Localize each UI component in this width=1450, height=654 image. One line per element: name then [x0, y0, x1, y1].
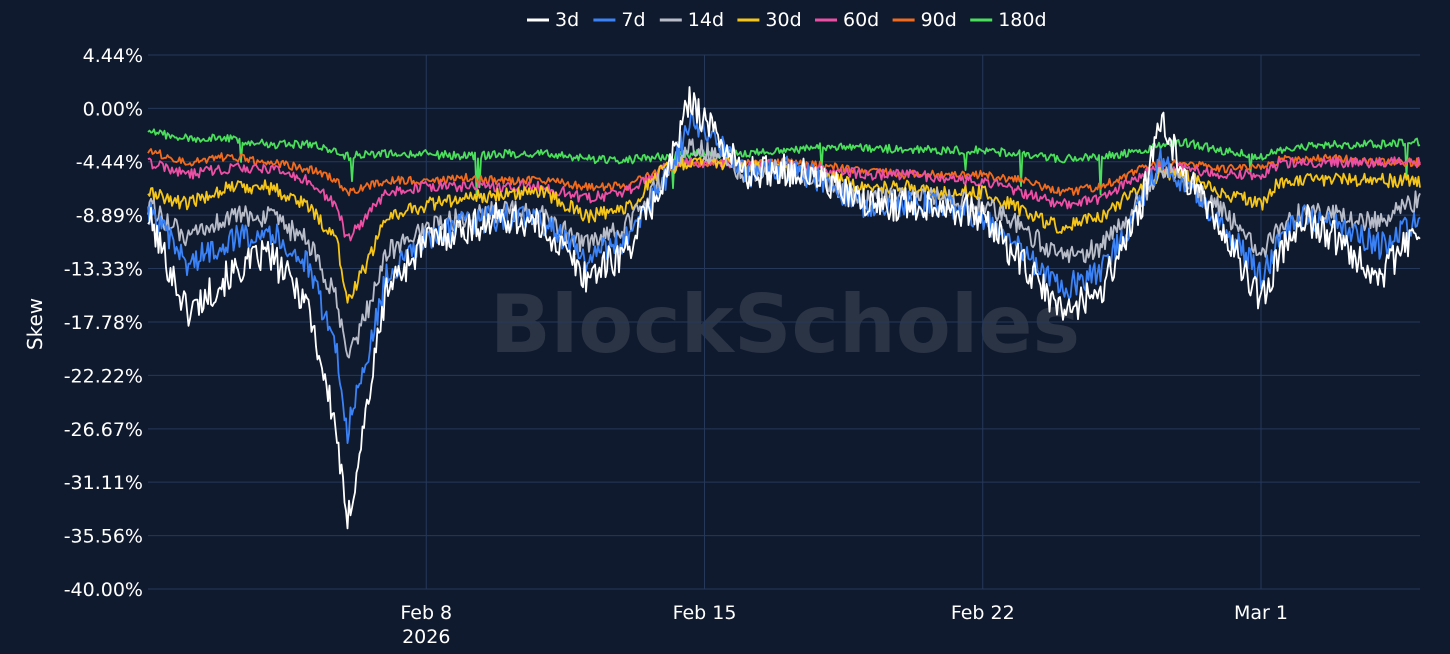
x-tick-label: Feb 8 — [400, 602, 452, 624]
legend-label-180d: 180d — [998, 9, 1046, 31]
y-axis: 4.44% 0.00% -4.44% -8.89% -13.33% -17.78% -22.… — [64, 45, 143, 601]
x-tick-label: Feb 15 — [673, 602, 737, 624]
y-tick-label: 0.00% — [83, 98, 143, 120]
legend-label-3d: 3d — [555, 9, 579, 31]
y-tick-label: -13.33% — [64, 259, 143, 281]
legend-label-14d: 14d — [688, 9, 724, 31]
grid-layer — [148, 54, 1420, 590]
legend-label-7d: 7d — [621, 9, 645, 31]
y-axis-label: Skew — [23, 298, 47, 350]
series-line-3d — [147, 86, 1421, 530]
watermark-text: BlockScholes — [490, 278, 1080, 371]
y-tick-label: -26.67% — [64, 419, 143, 441]
y-tick-label: -40.00% — [64, 579, 143, 601]
legend-label-90d: 90d — [921, 9, 957, 31]
x-tick-label: Feb 22 — [951, 602, 1015, 624]
y-tick-label: -22.22% — [64, 365, 143, 387]
legend-label-60d: 60d — [843, 9, 879, 31]
y-tick-label: -8.89% — [76, 205, 143, 227]
x-tick-label: Mar 1 — [1234, 602, 1288, 624]
series-line-180d — [147, 128, 1421, 196]
legend: 3d 7d 14d 30d 60d 90d 180d — [527, 9, 1047, 31]
y-tick-label: -4.44% — [76, 152, 143, 174]
legend-label-30d: 30d — [765, 9, 801, 31]
y-tick-label: -17.78% — [64, 312, 143, 334]
y-tick-label: -35.56% — [64, 526, 143, 548]
x-tick-sublabel: 2026 — [402, 626, 450, 648]
y-tick-label: -31.11% — [64, 472, 143, 494]
y-tick-label: 4.44% — [83, 45, 143, 67]
series-layer — [147, 86, 1421, 530]
